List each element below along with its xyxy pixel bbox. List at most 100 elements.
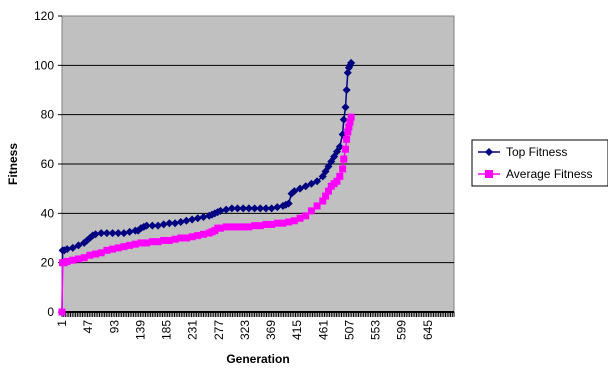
data-point-top-fitness: [154, 221, 163, 230]
data-point-top-fitness: [68, 243, 77, 252]
data-point-average-fitness: [154, 238, 162, 246]
data-point-average-fitness: [148, 238, 156, 246]
x-tick-label: 507: [342, 320, 356, 340]
data-point-average-fitness: [279, 219, 287, 227]
data-point-average-fitness: [80, 254, 88, 262]
data-point-top-fitness: [182, 216, 191, 225]
data-point-top-fitness: [142, 221, 151, 230]
data-point-average-fitness: [273, 219, 281, 227]
data-point-top-fitness: [97, 229, 106, 238]
data-point-average-fitness: [285, 218, 293, 226]
data-point-average-fitness: [228, 223, 236, 231]
data-point-top-fitness: [256, 204, 265, 213]
data-point-average-fitness: [103, 246, 111, 254]
data-point-top-fitness: [193, 214, 202, 223]
data-point-average-fitness: [302, 212, 310, 220]
x-tick-label: 47: [81, 320, 95, 334]
data-point-average-fitness: [165, 236, 173, 244]
data-point-top-fitness: [296, 184, 305, 193]
data-point-average-fitness: [262, 220, 270, 228]
x-tick-label: 277: [212, 320, 226, 340]
y-tick-label: 40: [41, 206, 55, 220]
data-point-top-fitness: [91, 230, 100, 239]
data-point-average-fitness: [114, 244, 122, 252]
y-tick-label: 100: [34, 58, 54, 72]
data-point-average-fitness: [177, 234, 185, 242]
data-point-top-fitness: [250, 204, 259, 213]
data-point-average-fitness: [268, 220, 276, 228]
data-point-average-fitness: [344, 128, 352, 136]
data-point-average-fitness: [307, 207, 315, 215]
data-point-average-fitness: [92, 250, 100, 258]
series-layer: [58, 58, 356, 316]
data-point-average-fitness: [322, 192, 330, 200]
data-point-top-fitness: [233, 204, 242, 213]
data-point-top-fitness: [342, 86, 351, 94]
data-point-top-fitness: [267, 204, 276, 213]
data-point-top-fitness: [239, 204, 248, 213]
x-axis-title: Generation: [226, 352, 289, 366]
x-tick-label: 323: [238, 320, 252, 340]
data-point-average-fitness: [324, 187, 332, 195]
x-tick-label: 645: [421, 320, 435, 340]
data-point-top-fitness: [159, 220, 168, 229]
data-point-average-fitness: [345, 123, 353, 131]
legend-box: [471, 139, 608, 187]
data-point-average-fitness: [171, 235, 179, 243]
x-tick-label: 415: [290, 320, 304, 340]
data-point-average-fitness: [217, 224, 225, 232]
data-point-average-fitness: [109, 245, 117, 253]
data-point-top-fitness: [347, 58, 356, 67]
data-point-average-fitness: [346, 118, 354, 126]
legend-label-average-fitness: Average Fitness: [506, 167, 593, 181]
data-point-top-fitness: [301, 182, 310, 191]
data-point-average-fitness: [199, 230, 207, 238]
data-point-average-fitness: [343, 135, 351, 143]
data-point-top-fitness: [341, 103, 350, 112]
y-tick-label: 60: [41, 157, 55, 171]
y-tick-label: 20: [41, 256, 55, 270]
data-point-average-fitness: [222, 223, 230, 231]
data-point-top-fitness: [188, 215, 197, 224]
data-point-top-fitness: [261, 204, 270, 213]
data-point-average-fitness: [234, 223, 242, 231]
data-point-top-fitness: [284, 199, 293, 208]
data-point-top-fitness: [165, 219, 174, 228]
data-point-top-fitness: [290, 187, 299, 196]
data-point-top-fitness: [335, 142, 344, 151]
data-point-average-fitness: [256, 222, 264, 230]
x-tick-label: 231: [186, 320, 200, 340]
data-point-top-fitness: [244, 204, 253, 213]
data-point-average-fitness: [182, 234, 190, 242]
data-point-average-fitness: [97, 249, 105, 257]
x-tick-label: 369: [264, 320, 278, 340]
legend-marker-average-fitness: [485, 170, 493, 178]
data-point-average-fitness: [319, 197, 327, 205]
data-point-average-fitness: [131, 240, 139, 248]
data-point-average-fitness: [333, 177, 341, 185]
data-point-average-fitness: [245, 223, 253, 231]
data-point-average-fitness: [336, 172, 344, 180]
data-point-average-fitness: [126, 241, 134, 249]
data-point-average-fitness: [69, 256, 77, 264]
data-point-top-fitness: [339, 115, 348, 124]
x-axis-ticks: 1 47 93 139 185 231 277 323 369 415 461 507 553 599 64…: [55, 311, 455, 340]
data-point-average-fitness: [58, 308, 66, 316]
data-point-average-fitness: [347, 113, 355, 121]
data-point-average-fitness: [137, 239, 145, 247]
data-point-top-fitness: [273, 203, 282, 212]
data-point-average-fitness: [63, 257, 71, 265]
data-point-top-fitness: [63, 245, 72, 254]
data-point-average-fitness: [239, 223, 247, 231]
x-tick-label: 93: [107, 320, 121, 334]
data-point-average-fitness: [86, 251, 94, 259]
data-point-average-fitness: [194, 232, 202, 240]
data-point-top-fitness: [119, 229, 128, 238]
data-point-average-fitness: [290, 217, 298, 225]
data-point-top-fitness: [216, 206, 225, 215]
data-point-top-fitness: [313, 177, 322, 186]
data-point-top-fitness: [125, 227, 134, 236]
data-point-average-fitness: [296, 214, 304, 222]
legend-marker-top-fitness: [485, 148, 493, 156]
